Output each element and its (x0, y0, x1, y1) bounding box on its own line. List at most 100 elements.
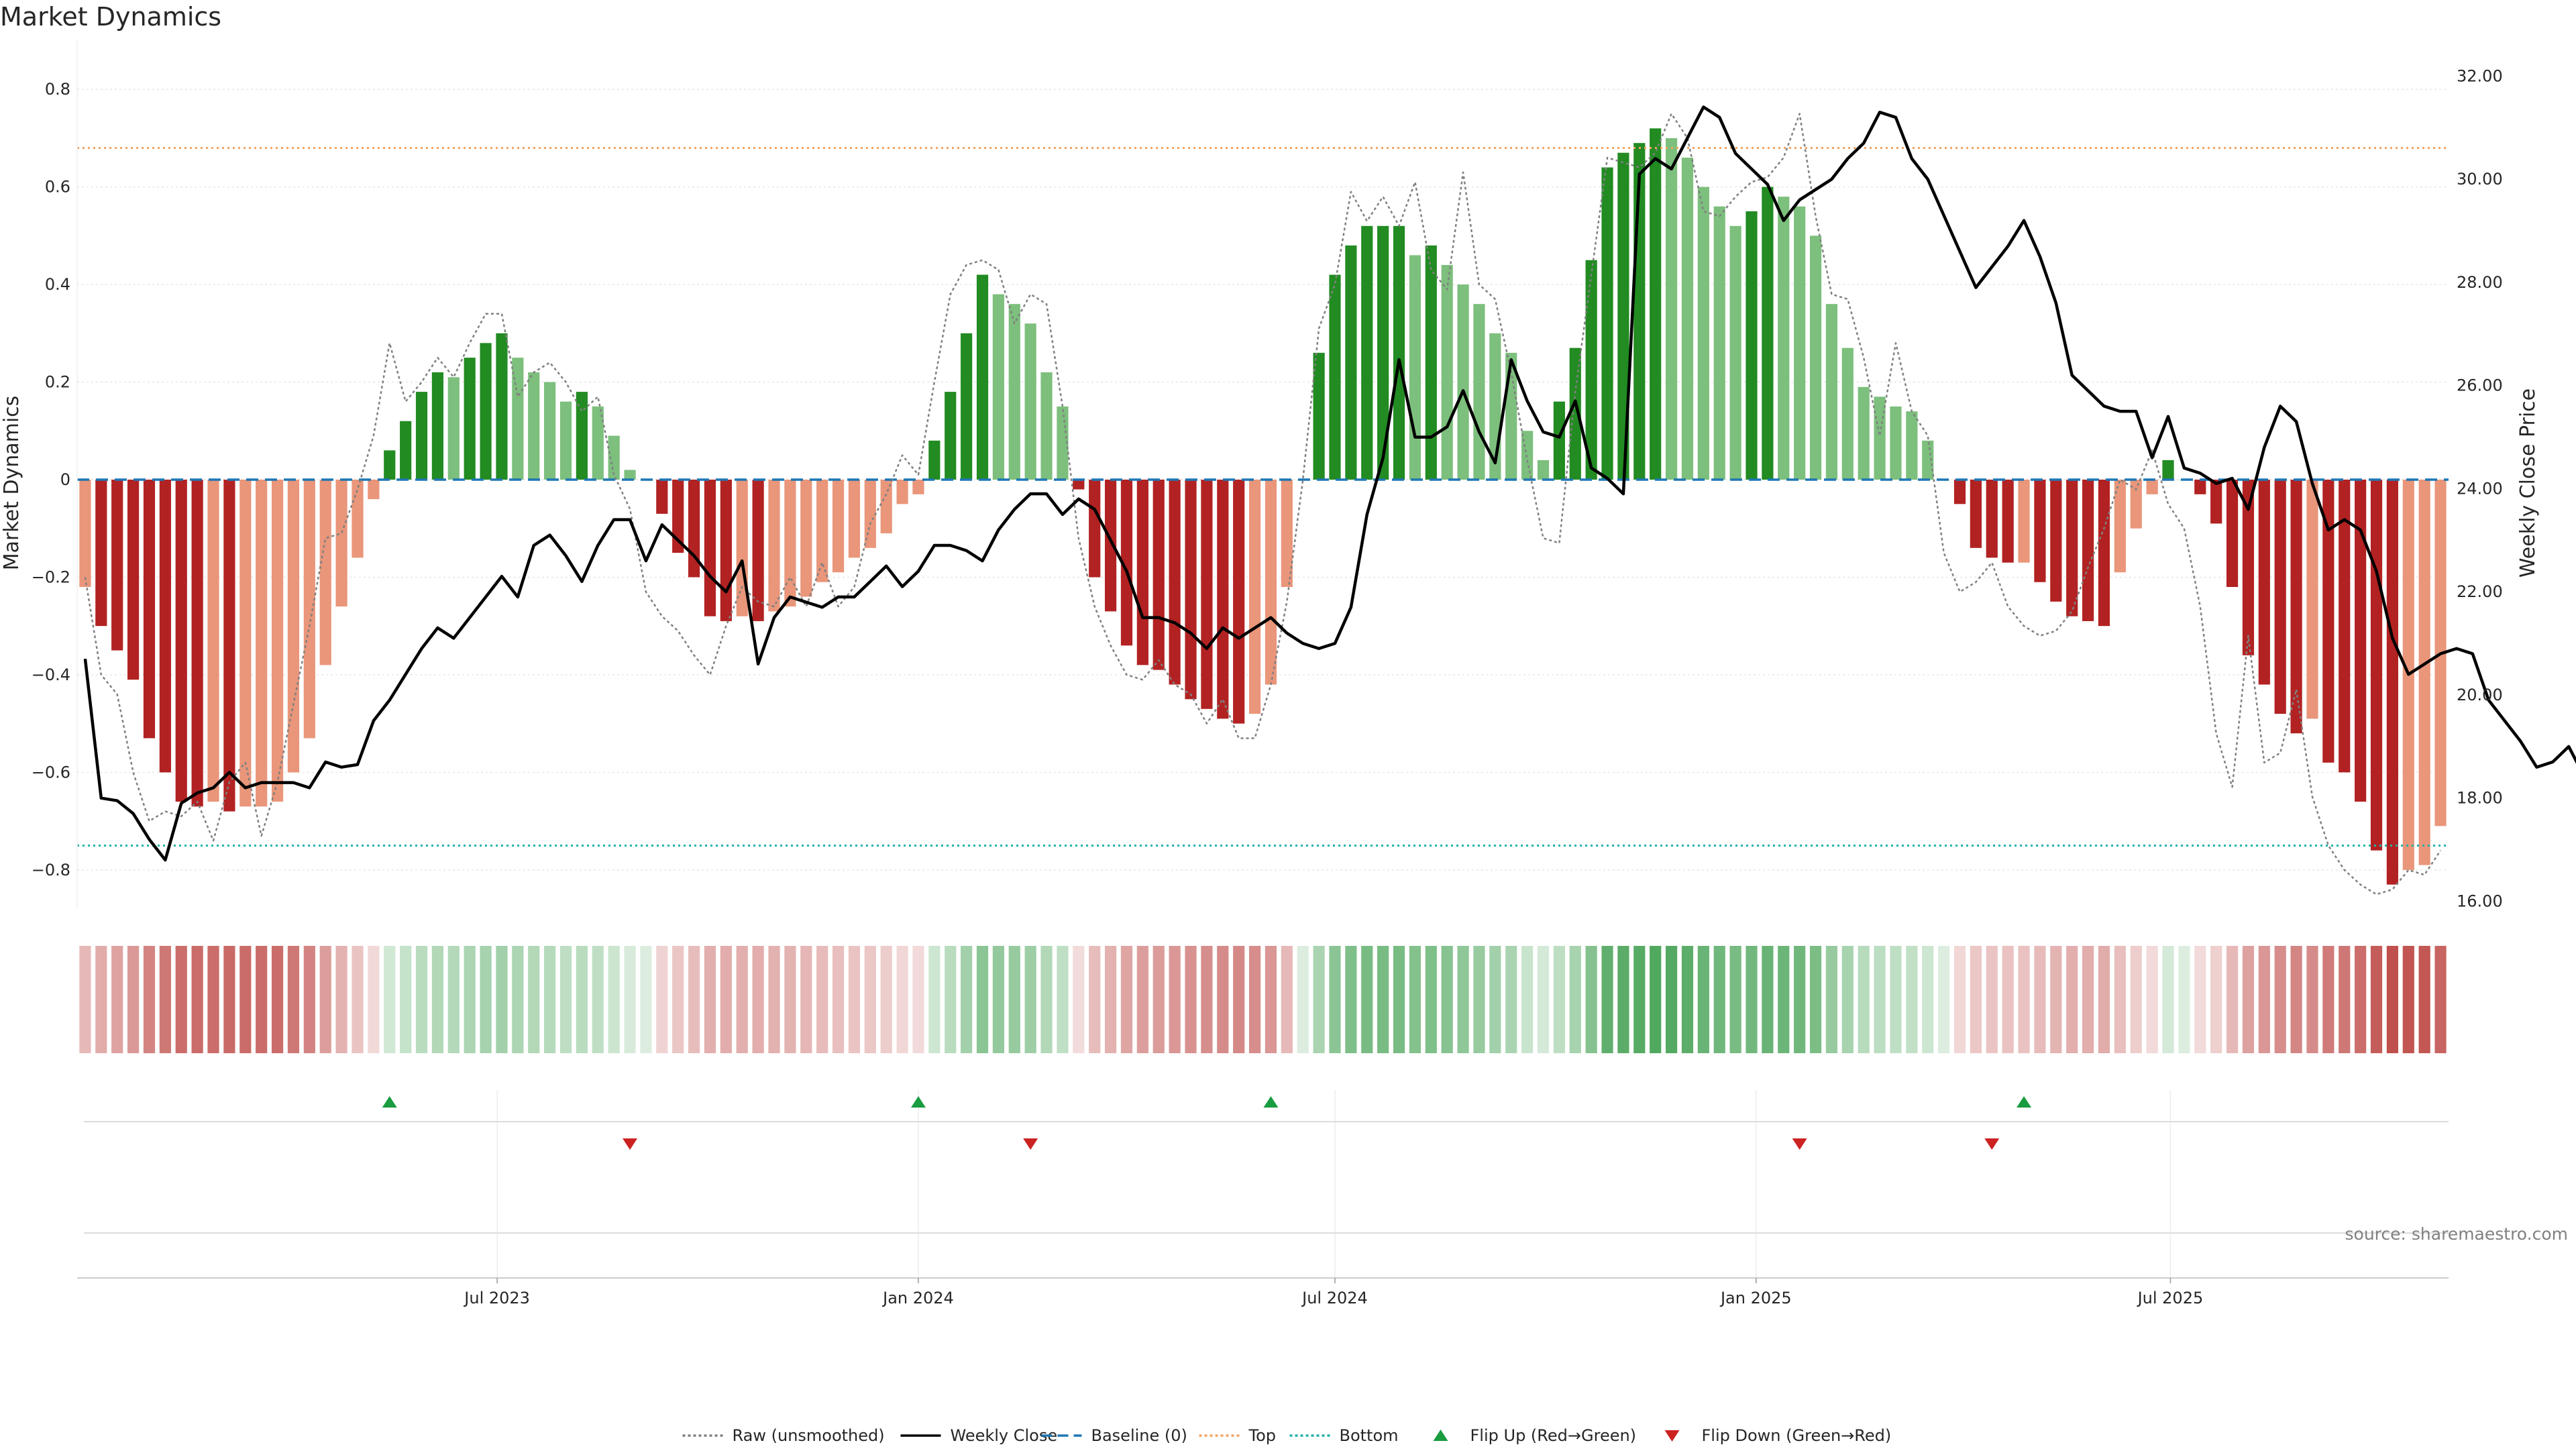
flip-up-marker (1263, 1096, 1279, 1108)
heat-strip (79, 946, 2447, 1053)
dynamics-bar (2002, 480, 2014, 563)
heat-cell (2274, 946, 2286, 1053)
heat-cell (1008, 946, 1020, 1053)
flip-down-marker (1023, 1138, 1038, 1150)
dynamics-bar (2194, 480, 2206, 494)
heat-cell (992, 946, 1004, 1053)
legend-label: Bottom (1340, 1426, 1399, 1445)
heat-cell (624, 946, 636, 1053)
heat-cell (191, 946, 203, 1053)
dynamics-bar (608, 435, 620, 480)
heat-cell (2339, 946, 2351, 1053)
dynamics-bar (2098, 480, 2110, 627)
y-tick-label-left: −0.6 (32, 763, 70, 782)
heat-cell (1329, 946, 1341, 1053)
y-axis-left-title: Market Dynamics (0, 396, 23, 571)
legend-item: Baseline (0) (1041, 1426, 1187, 1445)
dynamics-bar (303, 480, 315, 739)
heat-cell (2130, 946, 2142, 1053)
y-tick-label-right: 22.00 (2457, 582, 2503, 601)
heat-cell (688, 946, 700, 1053)
heat-cell (1585, 946, 1597, 1053)
heat-cell (1104, 946, 1117, 1053)
y-tick-label-left: −0.4 (32, 665, 70, 684)
legend-label: Baseline (0) (1091, 1426, 1187, 1445)
heat-cell (736, 946, 748, 1053)
dynamics-bar (1697, 186, 1709, 480)
heat-cell (1233, 946, 1245, 1053)
dynamics-bar (1569, 347, 1581, 480)
lines-layer (77, 105, 2576, 896)
dynamics-bar (752, 480, 764, 621)
dynamics-bar (1361, 225, 1373, 480)
heat-cell (1537, 946, 1550, 1053)
heat-cell (207, 946, 219, 1053)
heat-cell (239, 946, 252, 1053)
dynamics-bar (159, 480, 171, 773)
heat-cell (127, 946, 140, 1053)
dynamics-bar (784, 480, 796, 607)
dynamics-bar (2290, 480, 2302, 734)
heat-cell (2066, 946, 2078, 1053)
dynamics-bar (2306, 480, 2318, 719)
bars-layer (79, 128, 2447, 885)
heat-cell (2098, 946, 2110, 1053)
y-tick-label-right: 18.00 (2457, 789, 2503, 808)
heat-cell (95, 946, 107, 1053)
dynamics-bar (1970, 480, 1982, 548)
heat-cell (1297, 946, 1309, 1053)
axes-layer: −0.8 −0.6 −0.4 −0.2 0 0.2 0.4 0.6 0.8 16.00 18.00 2… (32, 40, 2503, 910)
heat-cell (447, 946, 460, 1053)
x-tick-label: Jan 2024 (881, 1289, 954, 1307)
dynamics-bar (287, 480, 300, 773)
heat-cell (2258, 946, 2270, 1053)
legend-item: Flip Down (Green→Red) (1664, 1426, 1891, 1445)
dynamics-bar (95, 480, 107, 627)
dynamics-bar (1665, 138, 1678, 480)
heat-cell (961, 946, 973, 1053)
dynamics-bar (2355, 480, 2367, 802)
dynamics-bar (1217, 480, 1229, 719)
heat-cell (1377, 946, 1389, 1053)
heat-cell (1057, 946, 1069, 1053)
y-tick-label-right: 16.00 (2457, 892, 2503, 910)
y-tick-label-right: 32.00 (2457, 66, 2503, 85)
dynamics-bar (1024, 323, 1036, 480)
dynamics-bar (961, 333, 973, 480)
heat-cell (1809, 946, 1822, 1053)
dynamics-bar (1922, 440, 1934, 480)
heat-cell (480, 946, 492, 1053)
heat-cell (1120, 946, 1133, 1053)
dynamics-bar (1825, 304, 1838, 480)
heat-cell (1073, 946, 1085, 1053)
dynamics-bar (832, 480, 845, 573)
heat-cell (1201, 946, 1213, 1053)
heat-cell (2178, 946, 2190, 1053)
y-tick-label-right: 30.00 (2457, 170, 2503, 189)
dynamics-bar (1409, 255, 1421, 480)
dynamics-bar (1986, 480, 1998, 558)
heat-cell (143, 946, 156, 1053)
flip-markers-panel (84, 1096, 2449, 1234)
heat-cell (1569, 946, 1581, 1053)
heat-cell (1794, 946, 1806, 1053)
dynamics-bar (384, 450, 396, 480)
dynamics-bar (2066, 480, 2078, 616)
heat-cell (2034, 946, 2046, 1053)
heat-cell (335, 946, 347, 1053)
heat-cell (2082, 946, 2094, 1053)
heat-cell (1185, 946, 1197, 1053)
dynamics-bar (319, 480, 331, 665)
heat-cell (512, 946, 524, 1053)
flip-up-marker (2017, 1096, 2032, 1108)
dynamics-bar (464, 358, 476, 480)
source-note: source: sharemaestro.com (2345, 1224, 2569, 1244)
heat-cell (2002, 946, 2014, 1053)
dynamics-bar (1553, 401, 1565, 480)
dynamics-bar (480, 343, 492, 480)
x-tick-label: Jul 2024 (1301, 1289, 1368, 1307)
dynamics-bar (2162, 460, 2174, 480)
heat-cell (768, 946, 780, 1053)
dynamics-bar (1393, 225, 1405, 480)
